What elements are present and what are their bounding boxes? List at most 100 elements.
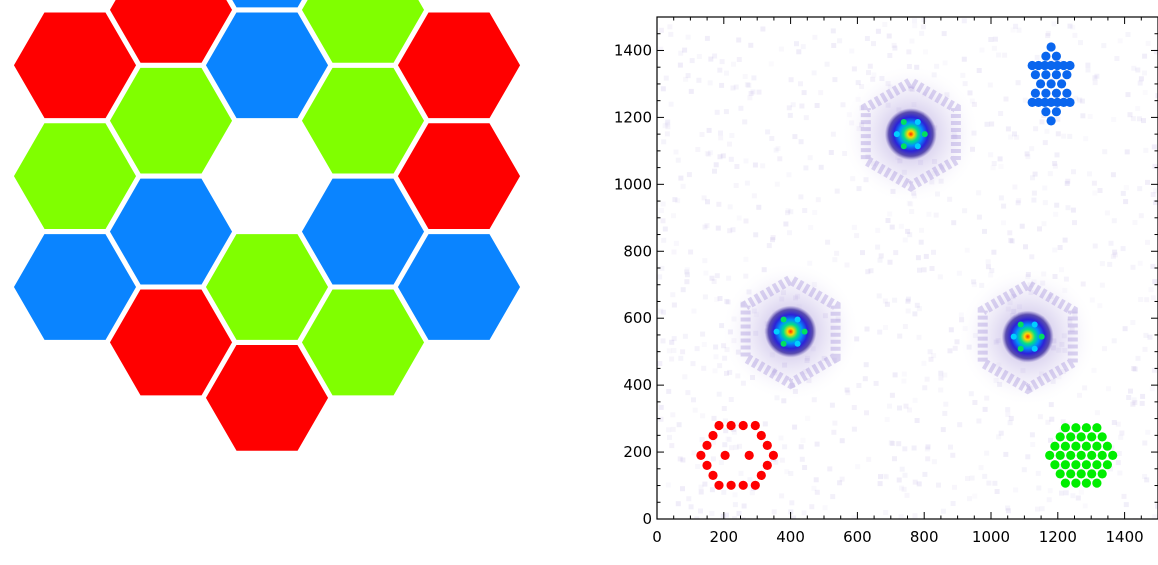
speckle [920,24,926,30]
speckle [1073,434,1079,440]
speckle [1001,203,1007,209]
x-tick-label: 800 [910,528,939,546]
speckle [1114,56,1120,61]
speckle [742,119,748,125]
speckle [1150,192,1156,197]
speckle [785,210,790,216]
speckle [713,344,719,350]
speckle [787,230,792,236]
pupil-dot [1060,441,1070,451]
speckle [885,218,891,223]
speckle [830,131,836,137]
pupil-dot [1071,478,1081,488]
speckle [1042,200,1048,206]
mirror-segment-red [395,9,523,121]
speckle [744,180,750,186]
pupil-dot [1046,60,1056,71]
pupil-dot [1071,423,1081,433]
speckle [860,250,865,256]
pupil-dot [750,480,760,490]
speckle [669,443,675,449]
speckle [882,298,888,304]
speckle [1138,297,1144,302]
speckle [1142,474,1148,479]
speckle [799,456,805,462]
pupil-dot [1076,432,1086,442]
speckle [742,74,748,79]
speckle [992,36,998,42]
speckle [684,279,690,285]
speckle [865,269,871,275]
pupil-dot [708,430,718,441]
speckle [1079,98,1085,104]
speckle [873,380,879,386]
speckle [887,53,893,58]
speckle [751,75,757,81]
speckle [689,58,695,64]
speckle [785,208,791,213]
pupil-dot [1050,460,1060,470]
speckle [1087,114,1093,119]
speckle [712,368,718,374]
speckle [938,370,944,376]
speckle [996,434,1002,440]
speckle [1072,220,1077,226]
speckle [1005,412,1011,417]
speckle [956,270,962,276]
speckle [849,48,855,54]
mirror-segment-blue [107,176,235,287]
speckle [805,415,811,421]
pupil-dot [1040,60,1050,71]
speckle [931,459,937,465]
speckle [1005,508,1011,514]
y-tick-label: 1400 [614,41,652,59]
speckle [691,397,696,403]
mirror-segment-red [203,342,331,454]
speckle [667,434,672,440]
speckle [809,504,815,510]
speckle [1099,261,1105,267]
speckle [1094,73,1100,79]
speckle [887,403,892,409]
speckle [1051,21,1057,27]
speckle [1143,332,1149,338]
speckle [864,36,870,41]
speckle [1070,493,1076,499]
mirror-segment-green [11,120,139,232]
y-tick-label: 1200 [614,108,652,126]
speckle [906,296,911,302]
speckle [661,237,667,243]
speckle [662,123,668,129]
speckle [1036,485,1042,491]
speckle [700,331,706,337]
speckle [733,183,739,188]
speckle [669,356,675,362]
speckle [985,264,991,270]
speckle [936,482,941,488]
speckle [862,376,868,382]
speckle [1112,252,1118,258]
speckle [713,354,719,360]
speckle [1002,52,1008,58]
speckle [671,336,677,342]
speckle [673,149,679,155]
speckle [738,470,744,476]
speckle [704,35,710,41]
speckle [680,349,686,355]
speckle [1118,434,1124,440]
speckle [986,480,992,486]
speckle [976,214,982,220]
speckle [994,489,1000,494]
speckle [883,325,888,330]
speckle [905,298,911,304]
speckle [1120,246,1126,252]
speckle [1047,171,1053,177]
speckle [728,397,734,402]
speckle [909,209,915,214]
speckle [888,440,894,446]
speckle [814,489,820,495]
speckle [747,477,753,483]
speckle [786,105,792,111]
speckle [713,162,719,168]
pupil-dot [1046,79,1056,89]
